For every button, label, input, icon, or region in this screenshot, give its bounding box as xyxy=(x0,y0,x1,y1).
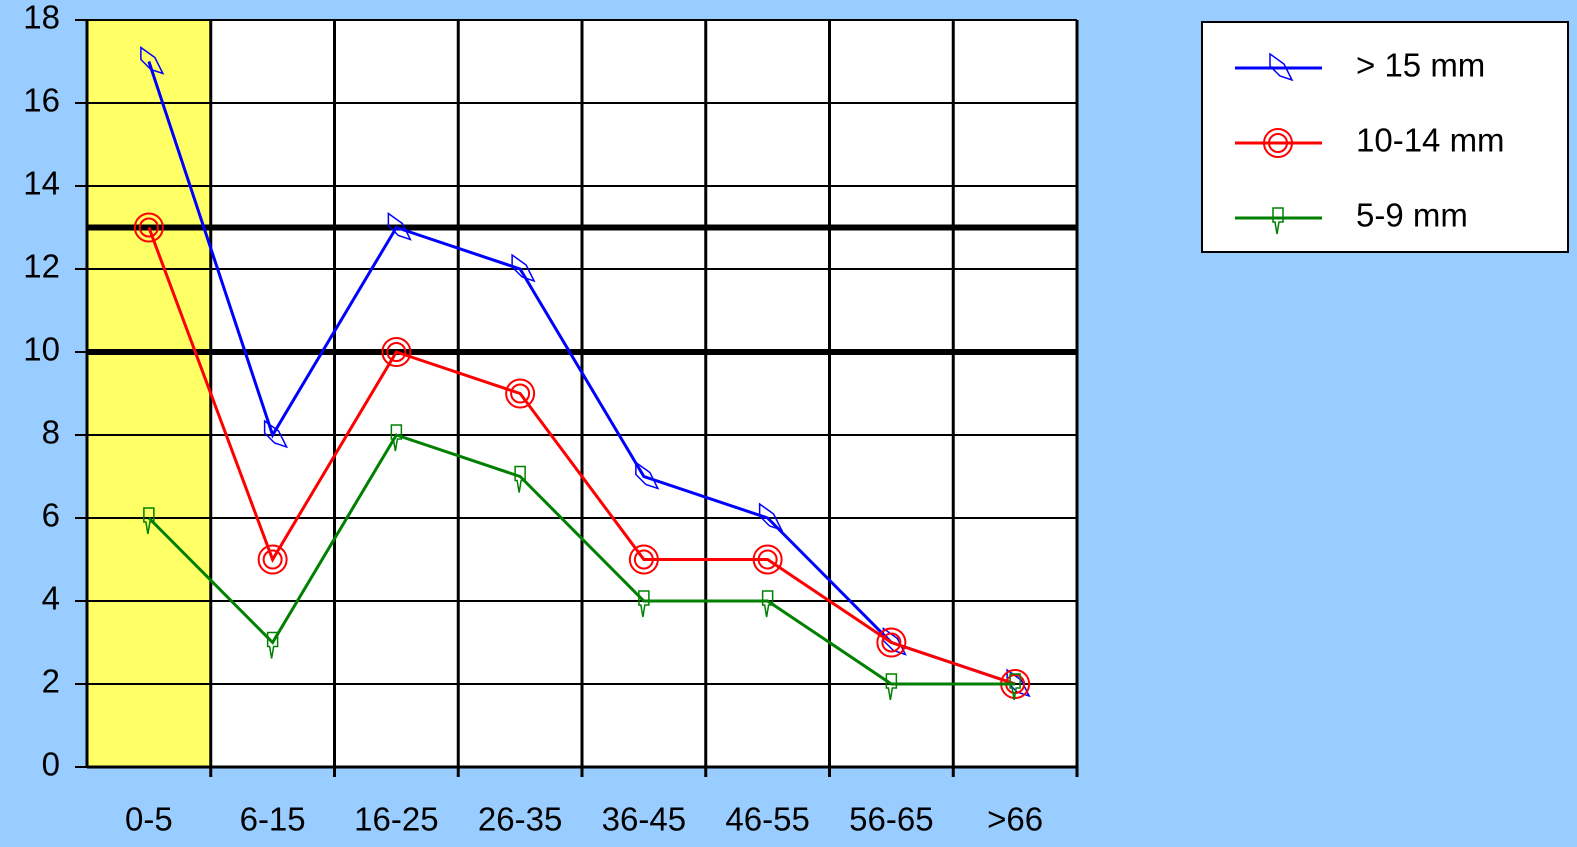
y-tick-label: 10 xyxy=(23,331,60,368)
marker xyxy=(1272,207,1284,235)
marker xyxy=(758,502,784,532)
marker-hand xyxy=(635,461,660,490)
marker xyxy=(133,212,164,243)
marker-hand xyxy=(1009,673,1021,701)
marker-ring xyxy=(881,632,902,653)
y-tick-label: 4 xyxy=(42,580,60,617)
marker xyxy=(140,46,165,75)
marker-hand xyxy=(390,424,403,452)
marker-ring xyxy=(386,342,407,362)
marker xyxy=(266,631,279,659)
y-tick-label: 2 xyxy=(42,663,60,700)
marker-hand xyxy=(1269,52,1294,82)
marker xyxy=(635,461,660,490)
y-tick-label: 6 xyxy=(42,497,60,534)
marker-hand xyxy=(511,253,536,283)
marker-ring xyxy=(1268,133,1288,153)
series-line xyxy=(147,226,1016,686)
marker xyxy=(761,590,774,618)
y-tick-label: 0 xyxy=(42,746,60,783)
marker-hand xyxy=(266,631,279,659)
marker-ring xyxy=(1263,128,1293,158)
marker-hand xyxy=(514,465,526,493)
x-tick-label: 16-25 xyxy=(354,801,438,838)
marker xyxy=(885,673,898,701)
marker-ring xyxy=(752,544,783,575)
marker-hand xyxy=(143,507,155,535)
marker xyxy=(1269,52,1294,82)
marker-ring xyxy=(757,549,778,570)
y-tick-label: 14 xyxy=(23,165,60,202)
marker-hand xyxy=(758,502,784,532)
marker xyxy=(1263,128,1293,158)
y-tick-label: 18 xyxy=(23,0,60,36)
marker xyxy=(390,424,403,452)
legend-label: 10-14 mm xyxy=(1356,122,1505,159)
legend-box xyxy=(1201,21,1569,253)
marker xyxy=(876,627,907,658)
marker-ring xyxy=(262,549,283,570)
marker xyxy=(511,253,536,283)
marker xyxy=(638,590,650,618)
marker xyxy=(752,544,783,575)
marker xyxy=(1009,673,1021,701)
marker-ring xyxy=(876,627,907,658)
marker-ring xyxy=(628,544,659,575)
marker-hand xyxy=(638,590,650,618)
legend-label: > 15 mm xyxy=(1356,47,1485,84)
marker xyxy=(505,378,536,409)
series-line xyxy=(147,61,1016,686)
marker-hand xyxy=(761,590,774,618)
marker-hand xyxy=(140,46,165,75)
x-tick-label: 36-45 xyxy=(602,801,686,838)
marker-hand xyxy=(263,419,289,449)
x-tick-label: 6-15 xyxy=(240,801,306,838)
marker xyxy=(381,337,412,367)
y-tick-label: 8 xyxy=(42,414,60,451)
marker xyxy=(628,544,659,575)
x-tick-label: 56-65 xyxy=(849,801,933,838)
marker-hand xyxy=(885,673,898,701)
marker-hand xyxy=(1272,207,1284,235)
highlight-band xyxy=(87,20,211,767)
marker xyxy=(514,465,526,493)
marker-ring xyxy=(133,212,164,243)
legend-label: 5-9 mm xyxy=(1356,197,1468,234)
x-tick-label: 46-55 xyxy=(725,801,809,838)
marker-ring xyxy=(510,383,531,404)
marker-hand xyxy=(387,212,412,241)
marker xyxy=(263,419,289,449)
marker-ring xyxy=(257,544,288,575)
marker xyxy=(143,507,155,535)
marker-ring xyxy=(138,217,159,238)
y-tick-label: 12 xyxy=(23,248,60,285)
marker-ring xyxy=(381,337,412,367)
x-tick-label: 0-5 xyxy=(125,801,173,838)
y-tick-label: 16 xyxy=(23,82,60,119)
marker xyxy=(387,212,412,241)
x-tick-label: >66 xyxy=(987,801,1043,838)
x-tick-label: 26-35 xyxy=(478,801,562,838)
series-line xyxy=(147,433,1016,686)
marker xyxy=(257,544,288,575)
marker-ring xyxy=(505,378,536,409)
marker-ring xyxy=(633,549,654,570)
